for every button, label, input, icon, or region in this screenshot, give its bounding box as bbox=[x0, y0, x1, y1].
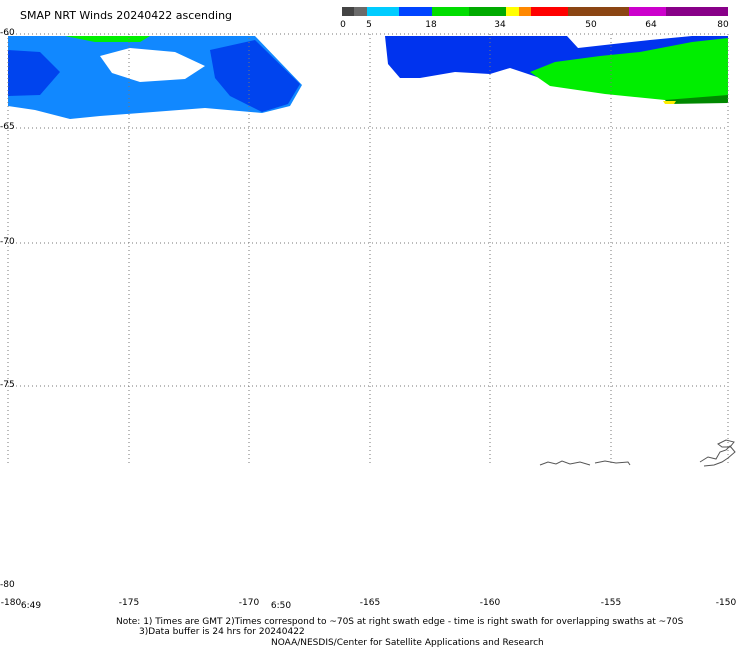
colorbar-segment bbox=[366, 7, 400, 16]
footer-note-line1: Note: 1) Times are GMT 2)Times correspon… bbox=[116, 617, 684, 627]
colorbar-segment bbox=[354, 7, 367, 16]
coastline-ice-shelf bbox=[539, 460, 631, 466]
colorbar-segment bbox=[399, 7, 433, 16]
swath-green-patch-left bbox=[65, 36, 150, 42]
lon-label-180: -180 bbox=[0, 598, 22, 608]
lon-label-165: -165 bbox=[359, 598, 381, 608]
colorbar-tick-label: 34 bbox=[494, 20, 506, 30]
wind-swath-right bbox=[385, 36, 728, 104]
colorbar-segment bbox=[469, 7, 507, 16]
lon-label-170: -170 bbox=[238, 598, 260, 608]
lon-label-155: -155 bbox=[600, 598, 622, 608]
footer-note-line2: 3)Data buffer is 24 hrs for 20240422 bbox=[139, 627, 305, 637]
swath-time-1: 6:49 bbox=[20, 601, 42, 611]
footer-credit: NOAA/NESDIS/Center for Satellite Applica… bbox=[271, 638, 544, 648]
lon-label-150: -150 bbox=[715, 598, 737, 608]
colorbar-tick-label: 18 bbox=[425, 20, 437, 30]
coastline-island bbox=[717, 439, 735, 448]
colorbar-segment bbox=[342, 7, 355, 16]
swath-yellow-fleck bbox=[663, 101, 676, 104]
lat-label-60: -60 bbox=[0, 28, 15, 38]
wind-swath-left bbox=[8, 36, 302, 119]
coastline bbox=[539, 439, 736, 467]
lat-label-80: -80 bbox=[0, 580, 15, 590]
swath-blue-left-edge bbox=[8, 50, 60, 96]
lon-label-160: -160 bbox=[479, 598, 501, 608]
swath-dark-green-edge bbox=[665, 95, 728, 104]
swath-green-right bbox=[530, 38, 728, 100]
colorbar-tick-label: 80 bbox=[717, 20, 729, 30]
coastline-right bbox=[699, 445, 736, 467]
colorbar-segment bbox=[567, 7, 630, 16]
swath-blue-right-lobe bbox=[210, 40, 300, 112]
graticule bbox=[7, 33, 729, 466]
colorbar-segment bbox=[666, 7, 728, 16]
colorbar-segment bbox=[432, 7, 470, 16]
colorbar-tick-label: 50 bbox=[585, 20, 597, 30]
swath-gap-hole bbox=[100, 48, 205, 82]
colorbar-segment bbox=[530, 7, 568, 16]
lat-label-65: -65 bbox=[0, 122, 15, 132]
colorbar-tick-label: 0 bbox=[340, 20, 346, 30]
map-title: SMAP NRT Winds 20240422 ascending bbox=[20, 9, 233, 22]
lat-label-70: -70 bbox=[0, 237, 15, 247]
lat-label-75: -75 bbox=[0, 380, 15, 390]
colorbar-tick-label: 5 bbox=[366, 20, 372, 30]
wind-speed-colorbar bbox=[342, 7, 728, 16]
colorbar-tick-label: 64 bbox=[645, 20, 657, 30]
swath-time-2: 6:50 bbox=[270, 601, 292, 611]
colorbar-segment bbox=[518, 7, 531, 16]
lon-label-175: -175 bbox=[118, 598, 140, 608]
colorbar-segment bbox=[506, 7, 519, 16]
colorbar-segment bbox=[629, 7, 667, 16]
